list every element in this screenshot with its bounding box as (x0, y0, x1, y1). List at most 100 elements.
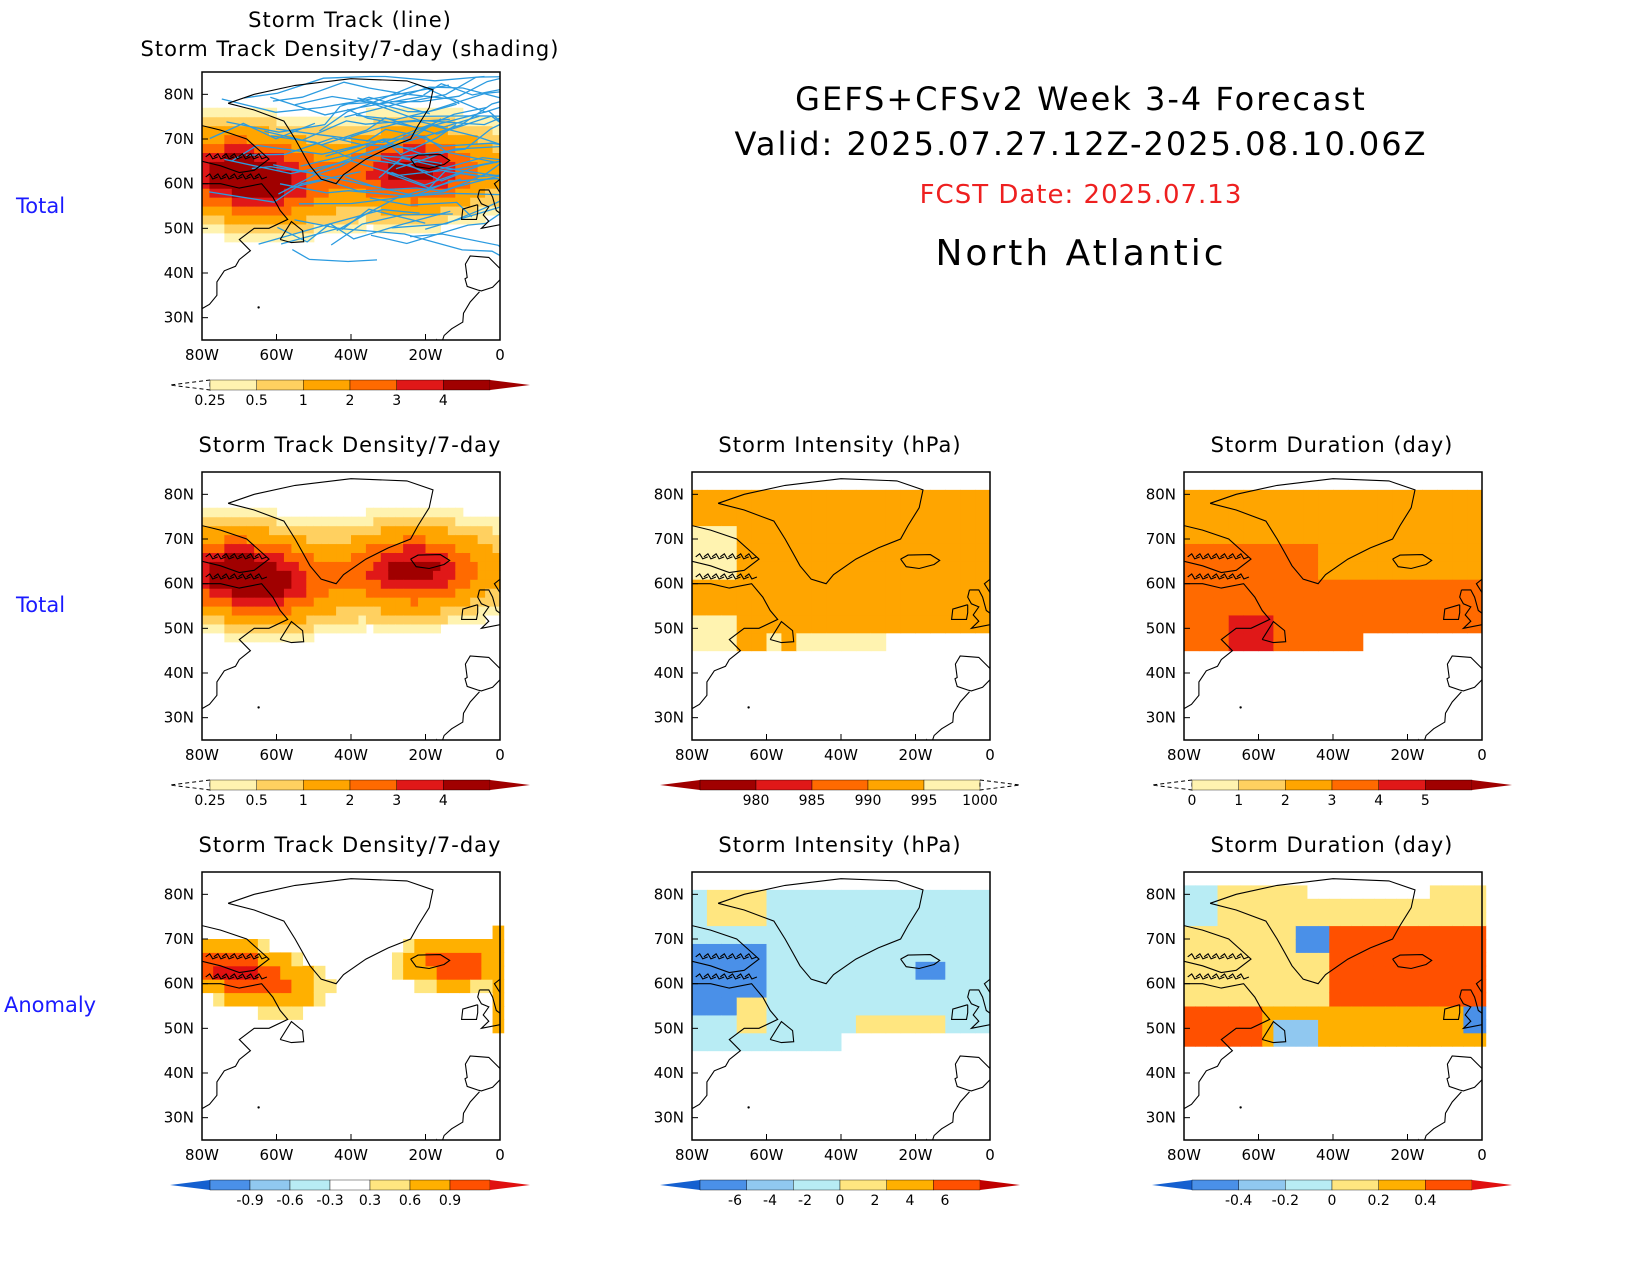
grid-cell (1437, 597, 1453, 616)
grid-cell (492, 1006, 505, 1020)
grid-cell (960, 961, 976, 980)
coastline-segment (950, 1004, 969, 1020)
colorbar-label: -6 (728, 1193, 742, 1209)
density-cell (298, 116, 307, 127)
density-cell (298, 525, 307, 536)
coastline-detail (695, 973, 708, 980)
density-cell (343, 588, 352, 598)
density-cell (410, 561, 419, 571)
density-cell (477, 543, 486, 553)
island-dot (257, 706, 260, 709)
density-cell (231, 214, 240, 225)
colorbar-box (746, 1179, 794, 1191)
density-cell (485, 197, 494, 207)
density-cell (395, 179, 404, 189)
density-cell (269, 116, 278, 127)
coastline-detail (254, 153, 268, 160)
colorbar-label: 0 (1328, 1193, 1337, 1209)
density-cell (216, 588, 225, 598)
grid-cell (1429, 992, 1442, 1007)
grid-cell (1362, 597, 1379, 616)
density-cell (373, 107, 382, 118)
grid-cell (436, 952, 449, 967)
grid-cell (811, 907, 827, 927)
grid-cell (1318, 1032, 1330, 1047)
density-cell (365, 507, 374, 518)
grid-cell (841, 961, 857, 980)
density-cell (306, 206, 315, 216)
grid-cell (811, 507, 827, 527)
density-cell (455, 534, 464, 545)
grid-cell (1474, 898, 1487, 913)
density-cell (462, 561, 471, 571)
coastline-segment (464, 255, 500, 292)
grid-cell (1467, 543, 1483, 562)
density-cell (239, 134, 248, 145)
density-cell (425, 534, 434, 545)
density-cell (432, 152, 441, 162)
density-cell (321, 170, 330, 180)
density-cell (425, 623, 434, 634)
grid-cell (721, 614, 738, 634)
density-cell (202, 597, 211, 607)
coastline-segment (202, 183, 289, 310)
storm-track (272, 81, 500, 113)
map-duration-anomaly: 80W 60W 40W 20W 0 80N 70N 60N 50N 40N 30N (1132, 870, 1492, 1170)
density-cell (388, 179, 397, 189)
y-tick-label: 80N (1146, 485, 1176, 503)
density-cell (209, 197, 218, 207)
density-cell (269, 525, 278, 536)
coastline-detail (1236, 573, 1250, 580)
grid-cell (1318, 543, 1334, 562)
density-cell (470, 606, 479, 616)
y-tick-label: 80N (654, 485, 684, 503)
grid-cell (1340, 925, 1353, 940)
colorbar-label: 3 (1328, 793, 1337, 809)
density-cell (336, 125, 345, 136)
grid-cell (706, 579, 723, 598)
grid-cell (1295, 939, 1308, 953)
density-cell (269, 206, 278, 216)
density-cell (485, 588, 494, 598)
density-cell (224, 570, 233, 580)
density-cell (418, 552, 427, 562)
density-cell (283, 632, 292, 643)
density-cell (373, 614, 382, 625)
density-cell (224, 543, 233, 553)
coastline-segment (1209, 478, 1416, 585)
density-cell (343, 161, 352, 171)
density-cell (477, 606, 486, 616)
density-cell (321, 543, 330, 553)
grid-cell (257, 1006, 270, 1020)
coastline-detail (711, 953, 725, 960)
grid-cell (1452, 1006, 1464, 1020)
density-cell (298, 223, 307, 234)
density-cell (432, 543, 441, 553)
storm-track (386, 163, 500, 189)
grid-cell (945, 979, 961, 998)
density-cell (425, 161, 434, 171)
density-cell (246, 588, 255, 598)
density-cell (418, 507, 427, 518)
grid-cell (1206, 965, 1219, 980)
x-tick-label: 20W (409, 1146, 443, 1164)
density-cell (403, 552, 412, 562)
density-cell (328, 579, 337, 589)
density-cell (216, 570, 225, 580)
grid-cell (492, 925, 505, 940)
density-cell (492, 116, 501, 127)
coastline-detail (221, 553, 235, 560)
grid-cell (870, 489, 887, 509)
colorbar-label: 1000 (962, 793, 998, 809)
density-cell (239, 125, 248, 136)
grid-cell (781, 1014, 797, 1034)
grid-cell (269, 1006, 281, 1020)
grid-cell (1385, 965, 1397, 980)
grid-cell (257, 952, 270, 967)
colorbar-label: 0.5 (246, 393, 268, 409)
density-cell (321, 206, 330, 216)
grid-cell (796, 943, 812, 962)
density-cell (269, 561, 278, 571)
density-cell (447, 197, 456, 207)
density-cell (209, 623, 218, 634)
